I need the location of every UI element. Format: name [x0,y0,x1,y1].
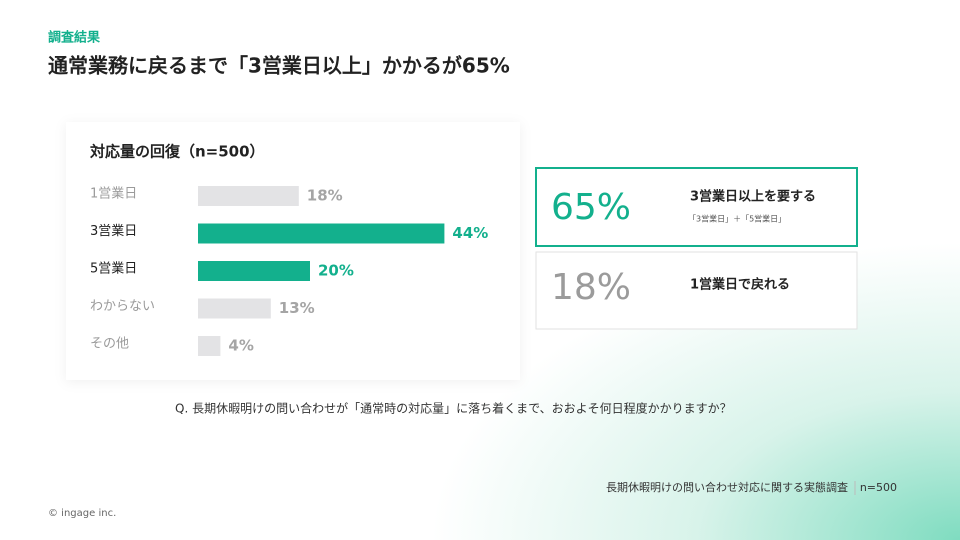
question: Q. 長期休暇明けの問い合わせが「通常時の対応量」に落ち着くまで、おおよそ何日程… [175,401,732,416]
callout-box [535,167,858,247]
value-label: 4% [228,337,253,355]
chart-title: 対応量の回復（n=500） [89,143,265,161]
callout-value: 18% [551,267,631,308]
section-label: 調査結果 [48,30,100,46]
callout-label: 3営業日以上を要する [690,189,816,205]
value-label: 18% [307,187,343,205]
bar [198,298,271,319]
value-label: 44% [452,224,488,242]
category-label: 1営業日 [90,186,137,202]
chart-card [66,122,520,380]
callout-label: 1営業日で戻れる [690,277,790,293]
callout-box [535,251,858,330]
sample-size: n=500 [860,481,897,494]
value-label: 20% [318,262,354,280]
callout-note: 「3営業日」＋「5営業日」 [688,214,786,224]
bar [198,223,445,244]
source: 長期休暇明けの問い合わせ対応に関する実態調査 [606,480,848,494]
category-label: 3営業日 [90,223,137,239]
slide-title: 通常業務に戻るまで「3営業日以上」かかるが65% [48,54,510,78]
bar [198,261,310,281]
bar [198,186,299,206]
copyright: © ingage inc. [48,508,116,519]
category-label: わからない [90,299,155,314]
bar [198,336,221,356]
value-label: 13% [279,299,315,317]
callout-value: 65% [551,187,631,228]
category-label: その他 [90,337,129,352]
category-label: 5営業日 [90,261,137,277]
